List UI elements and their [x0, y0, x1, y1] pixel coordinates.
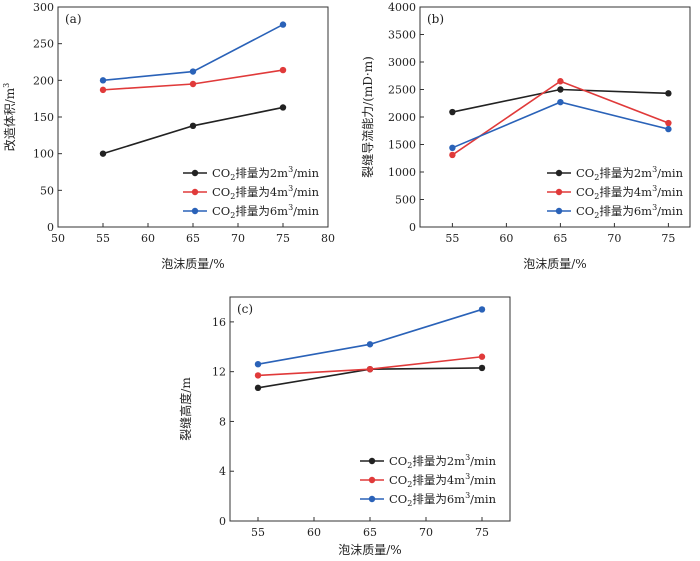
y-tick-label: 12 [212, 366, 226, 379]
legend-marker [555, 188, 563, 196]
y-tick-label: 4000 [388, 1, 416, 14]
x-tick-label: 65 [363, 526, 377, 539]
x-tick-label: 60 [141, 232, 155, 245]
data-point [279, 104, 287, 111]
y-tick-label: 500 [395, 194, 416, 207]
panel-label: (a) [65, 12, 82, 26]
y-axis-label: 裂缝高度/m [178, 377, 193, 441]
panel-label: (b) [427, 12, 444, 26]
data-point [449, 108, 456, 116]
x-tick-label: 60 [307, 526, 321, 539]
y-tick-label: 300 [33, 1, 54, 14]
data-point [254, 361, 262, 368]
y-tick-label: 50 [40, 184, 54, 197]
legend-marker [191, 169, 199, 177]
legend-entry: CO2排量为2m3/min [576, 165, 684, 182]
y-axis-label: 改造体积/m3 [2, 83, 17, 152]
y-tick-label: 0 [219, 515, 226, 528]
y-tick-label: 1500 [388, 139, 416, 152]
y-tick-label: 0 [409, 221, 416, 234]
data-point [557, 86, 564, 93]
legend-marker [368, 476, 376, 484]
data-point [99, 86, 107, 94]
data-point [449, 144, 456, 151]
data-point [557, 78, 564, 85]
series-line [102, 106, 284, 155]
data-point [254, 372, 262, 379]
y-tick-label: 150 [33, 111, 54, 124]
series-line [452, 101, 669, 149]
y-tick-label: 2500 [388, 84, 416, 97]
y-tick-label: 3000 [388, 56, 416, 69]
y-tick-label: 2000 [388, 111, 416, 124]
x-tick-label: 80 [321, 232, 335, 245]
x-tick-label: 70 [607, 232, 621, 245]
legend-entry: CO2排量为4m3/min [389, 472, 497, 489]
x-tick-label: 75 [661, 232, 675, 245]
data-point [279, 66, 287, 74]
x-tick-label: 65 [553, 232, 567, 245]
data-point [478, 306, 486, 313]
legend-marker [191, 207, 199, 215]
x-tick-label: 60 [499, 232, 513, 245]
panel-label: (c) [237, 302, 253, 316]
y-tick-label: 16 [212, 316, 226, 329]
x-tick-label: 65 [186, 232, 200, 245]
y-tick-label: 1000 [388, 166, 416, 179]
x-tick-label: 50 [51, 232, 65, 245]
data-point [665, 125, 672, 133]
plot-frame [229, 296, 511, 522]
x-tick-label: 70 [419, 526, 433, 539]
data-point [557, 98, 564, 106]
data-point [665, 119, 672, 127]
x-tick-label: 55 [96, 232, 110, 245]
legend-entry: CO2排量为2m3/min [389, 453, 497, 470]
legend-marker [555, 169, 563, 177]
y-tick-label: 100 [33, 148, 54, 161]
x-tick-label: 75 [276, 232, 290, 245]
series-line [257, 308, 483, 365]
legend-entry: CO2排量为4m3/min [576, 184, 684, 201]
y-tick-label: 8 [219, 415, 226, 428]
legend-marker [191, 188, 199, 196]
data-point [366, 341, 374, 348]
data-point [478, 364, 486, 372]
x-axis-label: 泡沫质量/% [338, 543, 401, 557]
chart-panel-3: 0 4 8 12 16 55 60 65 70 75 (c) 泡沫质量/% 裂缝高度/m CO2排量为2m… [178, 296, 511, 557]
y-axis-label: 裂缝导流能力/(mD·m) [360, 56, 375, 178]
y-tick-label: 3500 [388, 29, 416, 42]
data-point [449, 151, 456, 159]
data-point [99, 77, 107, 84]
data-point [254, 384, 262, 392]
legend-entry: CO2排量为4m3/min [212, 184, 320, 201]
legend-entry: CO2排量为2m3/min [212, 165, 320, 182]
legend-marker [555, 207, 563, 215]
data-point [665, 90, 672, 97]
legend-entry: CO2排量为6m3/min [576, 203, 684, 220]
legend-marker [368, 457, 376, 465]
data-point [189, 122, 197, 129]
y-tick-label: 4 [219, 465, 226, 478]
y-tick-label: 200 [33, 74, 54, 87]
data-point [366, 365, 374, 373]
x-tick-label: 55 [445, 232, 459, 245]
x-axis-label: 泡沫质量/% [523, 257, 586, 271]
x-tick-label: 75 [475, 526, 489, 539]
x-tick-label: 70 [231, 232, 245, 245]
y-tick-label: 250 [33, 38, 54, 51]
data-point [478, 353, 486, 360]
data-point [279, 21, 287, 28]
data-point [99, 150, 107, 157]
data-point [189, 68, 197, 75]
legend-entry: CO2排量为6m3/min [389, 491, 497, 508]
x-tick-label: 55 [251, 526, 265, 539]
legend-entry: CO2排量为6m3/min [212, 203, 320, 220]
chart-panel-2: 0 500 1000 1500 2000 2500 3000 3500 4000 55 60 65 70… [360, 1, 691, 271]
y-tick-label: 0 [47, 221, 54, 234]
legend-marker [368, 495, 376, 503]
x-axis-label: 泡沫质量/% [161, 257, 224, 271]
data-point [189, 80, 197, 88]
